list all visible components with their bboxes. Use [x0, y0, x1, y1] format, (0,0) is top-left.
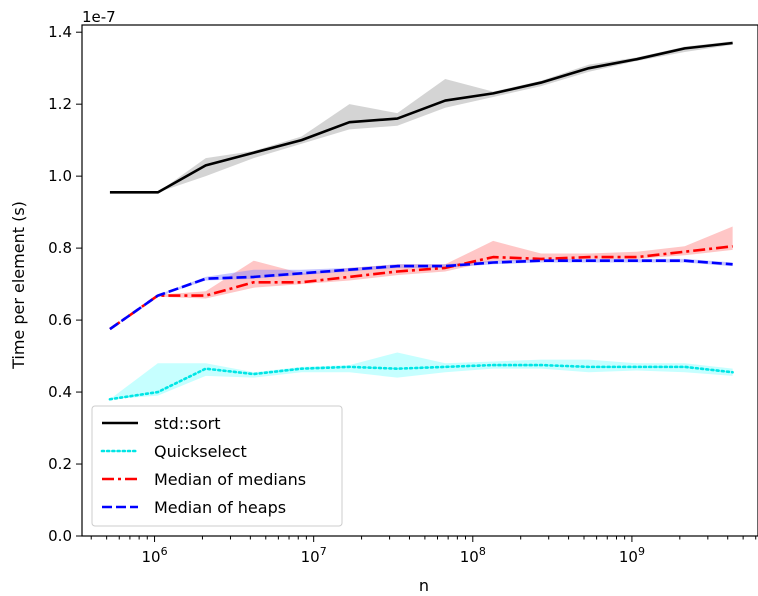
y-tick-label: 0.8: [48, 239, 72, 257]
y-tick-label: 1.0: [48, 167, 72, 185]
series-line-0: [109, 41, 733, 194]
legend-box: [91, 405, 343, 527]
legend-label: Median of heaps: [154, 498, 286, 517]
plot-frame: [81, 24, 758, 537]
series-line-1: [108, 363, 734, 401]
band-0: [109, 41, 733, 193]
y-tick-label: 0.6: [48, 311, 72, 329]
y-tick-label: 1.2: [48, 95, 72, 113]
legend-label: Median of medians: [154, 470, 306, 489]
y-tick-label: 0.0: [48, 527, 72, 545]
series-lines: [108, 41, 734, 401]
y-axis-label: Time per element (s): [9, 201, 28, 370]
y-tick-label: 0.2: [48, 455, 72, 473]
y-tick-label: 0.4: [48, 383, 72, 401]
series-line-2: [109, 245, 733, 331]
legend-label: std::sort: [154, 414, 221, 433]
legend-label: Quickselect: [154, 442, 247, 461]
y-offset-label: 1e-7: [82, 8, 116, 26]
series-line-3: [109, 259, 733, 331]
band-1: [109, 352, 733, 400]
band-2: [109, 226, 733, 330]
y-tick-label: 1.4: [48, 23, 72, 41]
x-axis-label: n: [419, 576, 429, 595]
y-axis: 0.0 0.2 0.4 0.6 0.8 1.0 1.2 1.4: [48, 23, 82, 545]
